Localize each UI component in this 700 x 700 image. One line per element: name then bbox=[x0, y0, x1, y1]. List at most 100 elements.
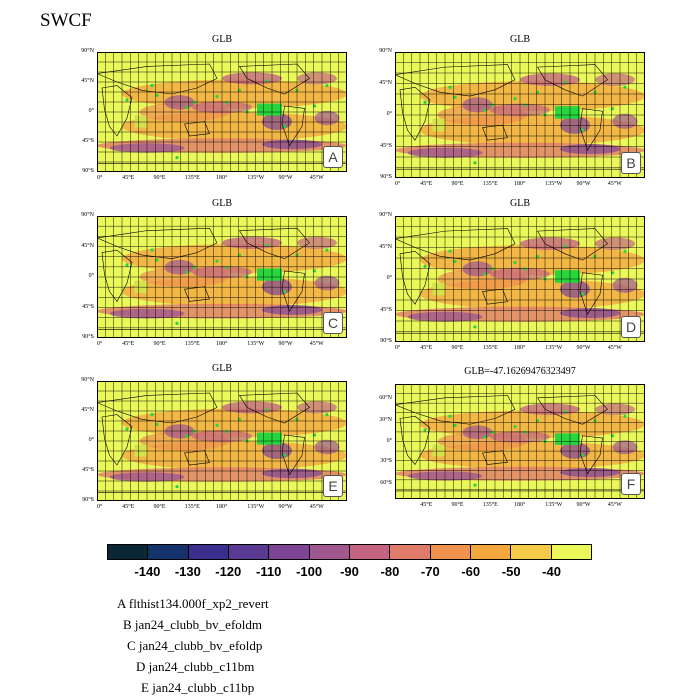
lon-tick-label: 180° bbox=[216, 504, 228, 510]
panel-title: GLB bbox=[212, 363, 232, 374]
panel-letter: E bbox=[323, 475, 343, 497]
lat-tick-label: 0° bbox=[88, 437, 94, 443]
lat-tick-label: 45°N bbox=[81, 242, 94, 249]
colorbar-tick-label: -90 bbox=[340, 564, 359, 579]
lon-tick-label: 135°E bbox=[184, 175, 200, 181]
lat-tick-label: 90°S bbox=[380, 338, 392, 344]
colorbar-tick-label: -40 bbox=[542, 564, 561, 579]
colorbar-swatch bbox=[430, 545, 471, 559]
lat-tick-label: 90°S bbox=[82, 497, 94, 503]
lat-tick-label: 30°S bbox=[380, 458, 392, 465]
swcf-map: A bbox=[95, 52, 347, 172]
lat-tick-label: 45°S bbox=[380, 306, 392, 313]
colorbar-swatch bbox=[349, 545, 391, 559]
lat-tick-label: 90°N bbox=[379, 212, 392, 218]
map-panel-e: GLB E 90°N 45°N 0° 45°S 90°S 0° 45°E 90°E 135°E 180… bbox=[81, 363, 347, 515]
map-field bbox=[393, 384, 645, 499]
lon-tick-label: 45°E bbox=[420, 502, 433, 508]
lon-tick-label: 135°W bbox=[247, 504, 265, 510]
panel-title: GLB bbox=[212, 198, 232, 209]
lat-tick-label: 0° bbox=[386, 111, 392, 117]
lon-tick-label: 180° bbox=[216, 175, 228, 181]
map-field bbox=[95, 216, 347, 338]
colorbar-swatch bbox=[551, 545, 591, 559]
lat-tick-label: 60°N bbox=[379, 394, 392, 401]
swcf-map: B bbox=[393, 52, 645, 178]
lon-tick-label: 0° bbox=[395, 345, 401, 351]
lon-tick-label: 90°E bbox=[451, 181, 464, 187]
map-field bbox=[393, 216, 645, 342]
colorbar-swatch bbox=[188, 545, 229, 559]
lon-tick-label: 45°W bbox=[607, 502, 622, 508]
lon-tick-label: 135°E bbox=[482, 502, 498, 508]
lon-tick-label: 90°E bbox=[451, 502, 464, 508]
lon-tick-label: 90°E bbox=[153, 504, 166, 510]
lat-tick-label: 45°N bbox=[81, 407, 94, 413]
lon-tick-label: 180° bbox=[514, 502, 526, 508]
colorbar-swatch bbox=[108, 545, 149, 559]
lon-tick-label: 135°W bbox=[247, 341, 265, 347]
lat-tick-label: 90°N bbox=[81, 212, 94, 218]
colorbar-tick-label: -140 bbox=[134, 564, 161, 579]
lon-tick-label: 90°W bbox=[278, 341, 293, 347]
colorbar-tick-label: -100 bbox=[296, 564, 323, 579]
lon-tick-label: 135°E bbox=[482, 345, 498, 351]
lon-tick-label: 180° bbox=[216, 341, 228, 347]
lat-tick-label: 90°S bbox=[380, 174, 392, 180]
map-field bbox=[95, 52, 347, 172]
swcf-map: F bbox=[393, 384, 645, 499]
colorbar-tick-label: -120 bbox=[215, 564, 242, 579]
lon-tick-label: 45°W bbox=[309, 504, 324, 510]
lat-tick-label: 45°N bbox=[379, 79, 392, 86]
lon-tick-label: 135°E bbox=[482, 181, 498, 187]
lon-tick-label: 90°W bbox=[576, 181, 591, 187]
lat-tick-label: 45°S bbox=[380, 142, 392, 149]
map-panel-a: GLB A 90°N 45°N 0° 45°S 90°S 0° 45°E 90°E 135°E 180… bbox=[81, 34, 347, 186]
colorbar-swatch bbox=[309, 545, 350, 559]
lon-tick-label: 0° bbox=[97, 175, 103, 181]
colorbar-tick-label: -80 bbox=[380, 564, 400, 579]
colorbar-swatch bbox=[390, 545, 431, 559]
case-legend-item: B jan24_clubb_bv_efoldm bbox=[123, 617, 263, 632]
colorbar-tick-label: -50 bbox=[501, 564, 521, 579]
lon-tick-label: 45°E bbox=[122, 504, 135, 510]
panel-letter: F bbox=[621, 473, 641, 495]
map-field bbox=[393, 52, 645, 178]
map-panel-f: GLB=-47.16269476323497 F 60°N 30°N 0° 30°S 60°… bbox=[379, 366, 645, 513]
lat-tick-label: 45°N bbox=[81, 78, 94, 84]
lat-tick-label: 45°S bbox=[82, 303, 94, 310]
colorbar-swatch bbox=[148, 545, 189, 559]
lon-tick-label: 90°W bbox=[278, 504, 293, 510]
lon-tick-label: 45°E bbox=[122, 175, 135, 181]
lat-tick-label: 90°S bbox=[82, 334, 94, 340]
lon-tick-label: 45°W bbox=[309, 341, 324, 347]
case-legend-item: C jan24_clubb_bv_efoldp bbox=[127, 638, 263, 653]
colorbar-tick-label: -60 bbox=[461, 564, 481, 579]
lat-tick-label: 0° bbox=[88, 108, 94, 114]
lon-tick-label: 90°W bbox=[576, 502, 591, 508]
panel-title: GLB=-47.16269476323497 bbox=[464, 366, 576, 377]
lon-tick-label: 135°W bbox=[545, 181, 563, 187]
lat-tick-label: 30°N bbox=[379, 416, 392, 423]
colorbar-swatch bbox=[228, 545, 270, 559]
lat-tick-label: 0° bbox=[386, 437, 392, 444]
panel-title: GLB bbox=[212, 34, 232, 45]
lon-tick-label: 45°E bbox=[420, 181, 433, 187]
lon-tick-label: 45°W bbox=[309, 175, 324, 181]
colorbar-swatch bbox=[269, 545, 310, 559]
panel-title: GLB bbox=[510, 34, 530, 45]
colorbar-swatch bbox=[511, 545, 552, 559]
colorbar-tick-label: -110 bbox=[256, 564, 282, 579]
lon-tick-label: 135°E bbox=[184, 341, 200, 347]
map-panel-b: GLB B 90°N 45°N 0° 45°S 90°S 0° 45°E 90°E 135°E 180… bbox=[379, 34, 645, 192]
lon-tick-label: 135°W bbox=[545, 345, 563, 351]
lon-tick-label: 0° bbox=[97, 504, 103, 510]
lat-tick-label: 45°S bbox=[82, 138, 94, 144]
lon-tick-label: 0° bbox=[395, 181, 401, 187]
lon-tick-label: 180° bbox=[514, 345, 526, 351]
lon-tick-label: 0° bbox=[97, 341, 103, 347]
lat-tick-label: 45°S bbox=[82, 467, 94, 473]
lon-tick-label: 90°E bbox=[451, 345, 464, 351]
lon-tick-label: 90°E bbox=[153, 341, 166, 347]
lat-tick-label: 90°N bbox=[81, 377, 94, 383]
